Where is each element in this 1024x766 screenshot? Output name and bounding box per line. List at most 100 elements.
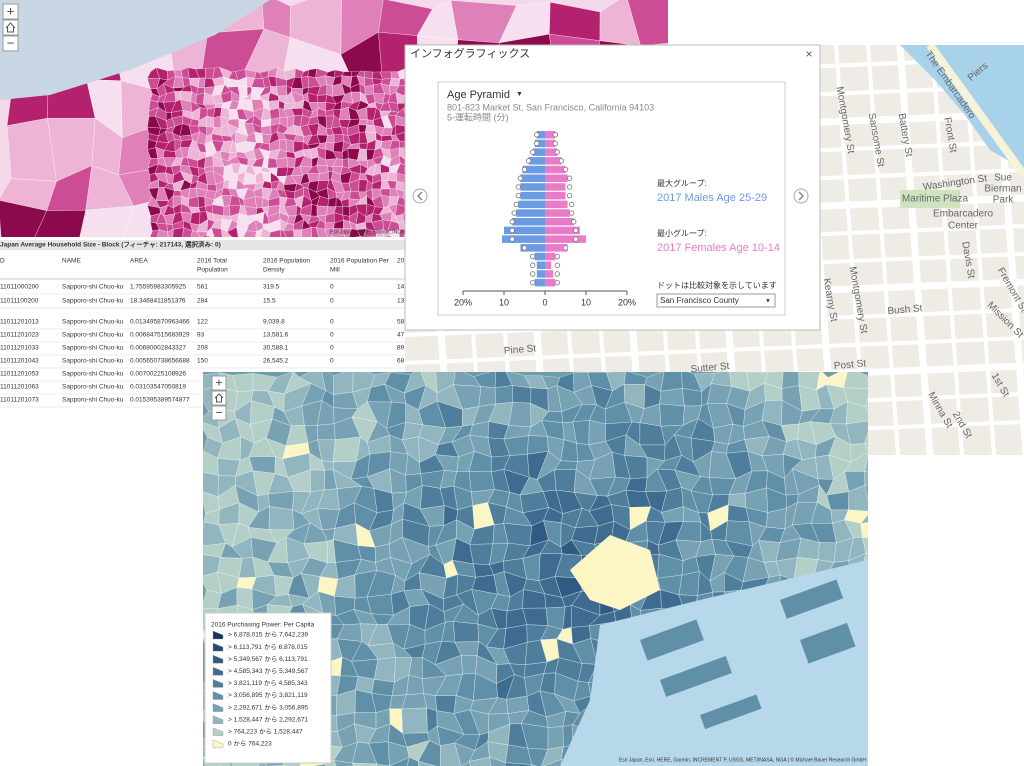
- map-cell: [508, 401, 532, 428]
- map-cell: [489, 756, 506, 766]
- zoom-button[interactable]: [211, 375, 227, 391]
- purchasing-map: + − 2016 Purchasing Power: Per Capita > 6,8…: [203, 372, 905, 766]
- legend-label: > 3,821,119 から 4,585,343: [228, 679, 308, 687]
- map-cell: [543, 759, 562, 766]
- zoom-button[interactable]: [2, 3, 19, 20]
- map-cell: [325, 134, 335, 144]
- zoom-button[interactable]: [211, 390, 227, 406]
- comparison-dot: [511, 210, 517, 216]
- map-cell: [676, 0, 714, 48]
- table-cell: 13,581.6: [263, 332, 289, 339]
- comparison-dot: [571, 219, 577, 225]
- map-cell: [554, 469, 577, 493]
- prev-icon: [416, 191, 423, 201]
- home-icon: [5, 22, 16, 33]
- table-cell: 68: [397, 358, 405, 365]
- pier: [640, 619, 704, 661]
- table-cell: Sapporo-shi Chuo-ku: [62, 345, 124, 352]
- table-cell: Sapporo-shi Chuo-ku: [62, 332, 124, 339]
- map-cell: [881, 538, 897, 561]
- map-cell: [231, 236, 234, 237]
- map-cell: [887, 454, 904, 480]
- legend-label: > 6,878,015 から 7,642,239: [228, 631, 308, 639]
- street-label: Park: [993, 195, 1015, 206]
- female-bar: [545, 235, 586, 243]
- table-cell: Sapporo-shi Chuo-ku: [62, 384, 124, 391]
- legend-label: > 5,349,567 から 6,113,791: [228, 655, 308, 663]
- comparison-dot: [509, 219, 515, 225]
- map-cell: [276, 85, 288, 97]
- table-cell: 0.006847515683929: [130, 332, 190, 339]
- comparison-dot: [568, 210, 575, 216]
- map-cell: [206, 115, 215, 128]
- map-cell: [223, 205, 231, 217]
- table-cell: 319.5: [263, 284, 280, 291]
- legend-swatch: [212, 691, 224, 700]
- map-cell: [324, 222, 335, 230]
- map-cell: [332, 436, 361, 463]
- map-cell: [468, 471, 495, 493]
- female-bar: [545, 191, 566, 200]
- zoom-button[interactable]: [2, 35, 19, 52]
- male-bar: [522, 165, 545, 174]
- street-label: Pine St: [503, 343, 536, 357]
- map-cell: [310, 203, 318, 217]
- map-cell: [206, 227, 215, 237]
- map-cell: [881, 486, 901, 510]
- map-cell: [881, 709, 905, 734]
- female-bar: [545, 218, 574, 226]
- female-bar: [545, 278, 556, 287]
- x-tick-label: 20%: [618, 297, 636, 307]
- table-cell: 0: [330, 319, 334, 326]
- map-cell: [371, 679, 395, 697]
- table-cell: 0: [330, 298, 334, 305]
- table-cell: 11011201063: [0, 384, 39, 391]
- column-header: D: [0, 258, 5, 265]
- comparison-dot: [513, 201, 519, 208]
- table-cell: Sapporo-shi Chuo-ku: [62, 298, 124, 305]
- table-cell: 208: [197, 345, 208, 352]
- female-bar: [545, 157, 562, 165]
- card-menu[interactable]: ▼: [516, 91, 523, 98]
- legend-label: > 1,528,447 から 2,292,671: [228, 715, 308, 723]
- compare-select[interactable]: [656, 293, 776, 308]
- table-cell: 0.013495870963466: [130, 319, 190, 326]
- close[interactable]: ×: [805, 47, 812, 61]
- comparison-dot: [566, 184, 573, 190]
- map-cell: [817, 542, 837, 563]
- zoom-button[interactable]: [211, 405, 227, 421]
- map-cell: [283, 229, 295, 237]
- comparison-dot: [554, 262, 560, 268]
- table-cell: Sapporo-shi Chuo-ku: [62, 371, 124, 378]
- comparison-dot: [566, 175, 573, 181]
- table-cell: 0.005650738656688: [130, 358, 190, 365]
- map-cell: [504, 762, 532, 766]
- map-cell: [659, 388, 685, 407]
- table-cell: 0.03103547050819: [130, 384, 186, 391]
- map-cell: [376, 236, 384, 237]
- map-cell: [306, 172, 320, 183]
- street: [405, 336, 1024, 365]
- column-header: 2016 Total: [197, 258, 227, 265]
- comparison-dot: [552, 140, 558, 147]
- street-label: Bush St: [887, 303, 923, 317]
- map-cell: [417, 740, 441, 766]
- table-cell: 13: [397, 298, 405, 305]
- next-button[interactable]: [793, 188, 809, 204]
- zoom-button[interactable]: [2, 19, 19, 36]
- map-cell: [79, 205, 134, 237]
- map-cell: [280, 229, 287, 237]
- column-header: Mill: [330, 267, 340, 274]
- comparison-dot: [521, 166, 528, 173]
- table-cell: 11011201043: [0, 358, 39, 365]
- map-cell: [149, 229, 160, 237]
- comparison-dot: [509, 236, 515, 242]
- prev-button[interactable]: [412, 188, 428, 204]
- street-label: Maritime Plaza: [902, 194, 969, 205]
- legend-swatch: [212, 654, 224, 664]
- map-cell: [864, 431, 868, 445]
- map-cell: [878, 760, 896, 766]
- female-bar: [545, 261, 552, 269]
- map-cell: [317, 423, 336, 441]
